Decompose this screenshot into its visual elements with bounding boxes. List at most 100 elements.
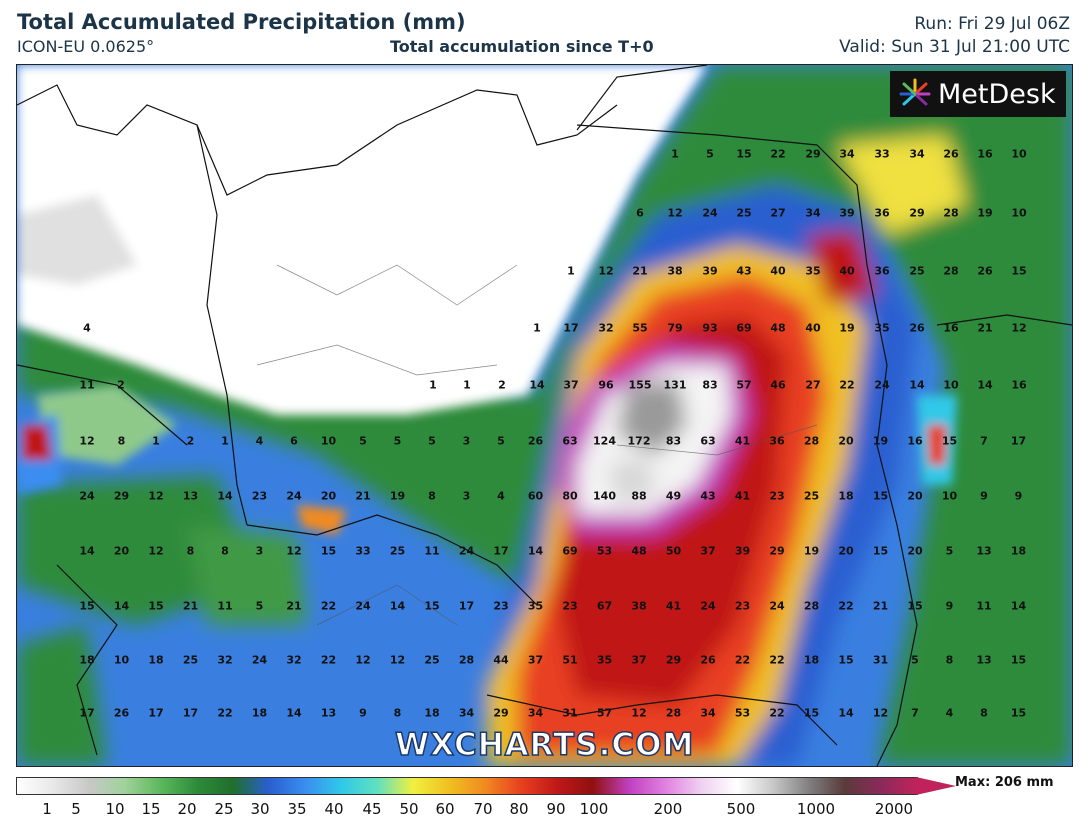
map-value-label: 12	[631, 706, 647, 720]
map-value-label: 69	[562, 544, 578, 558]
map-value-label: 23	[562, 599, 578, 613]
map-value-label: 25	[736, 206, 752, 220]
map-value-label: 17	[563, 321, 579, 335]
legend-arrow	[916, 777, 956, 795]
map-value-label: 26	[527, 434, 544, 448]
map-value-label: 14	[1010, 599, 1027, 613]
map-value-label: 46	[770, 378, 786, 392]
map-value-label: 15	[148, 599, 164, 613]
map-value-label: 96	[598, 378, 614, 392]
map-value-label: 15	[1011, 264, 1027, 278]
map-value-label: 34	[527, 706, 544, 720]
map-value-label: 14	[838, 706, 854, 720]
map-value-label: 44	[493, 653, 509, 667]
map-value-label: 6	[290, 434, 298, 448]
map-value-label: 29	[769, 544, 785, 558]
legend-tick-label: 35	[287, 800, 307, 818]
map-value-label: 67	[596, 599, 613, 613]
map-value-label: 21	[286, 599, 302, 613]
map-value-label: 19	[389, 489, 406, 503]
legend-tick-label: 45	[362, 800, 382, 818]
map-value-label: 23	[251, 489, 268, 503]
map-value-label: 33	[874, 147, 890, 161]
map-value-label: 5	[393, 434, 402, 448]
map-value-label: 22	[769, 706, 785, 720]
map-value-label: 28	[943, 264, 959, 278]
map-value-label: 9	[359, 706, 367, 720]
map-value-label: 8	[980, 706, 988, 720]
map-value-label: 155	[628, 378, 652, 392]
map-value-label: 34	[909, 147, 925, 161]
map-value-label: 8	[186, 544, 195, 558]
map-value-label: 172	[627, 434, 651, 448]
map-value-label: 22	[770, 147, 786, 161]
map-value-label: 34	[700, 706, 716, 720]
map-value-label: 10	[320, 434, 337, 448]
legend-tick-label: 30	[250, 800, 270, 818]
map-value-label: 22	[734, 653, 751, 667]
wxcharts-watermark: WXCHARTS.COM	[394, 726, 695, 764]
map-value-label: 25	[909, 264, 925, 278]
map-value-label: 57	[596, 706, 613, 720]
map-value-label: 29	[805, 147, 821, 161]
map-value-label: 63	[562, 434, 578, 448]
map-value-label: 34	[805, 206, 821, 220]
map-value-label: 20	[838, 434, 854, 448]
map-value-label: 25	[424, 653, 440, 667]
map-value-label: 69	[736, 321, 752, 335]
map-value-label: 7	[980, 434, 988, 448]
map-value-label: 15	[1010, 653, 1027, 667]
map-value-label: 38	[631, 599, 647, 613]
map-value-label: 12	[79, 434, 95, 448]
legend-tick-label: 70	[473, 800, 493, 818]
map-value-label: 3	[462, 489, 471, 503]
map-value-label: 8	[945, 653, 954, 667]
map-value-label: 14	[909, 378, 925, 392]
legend-tick-label: 15	[141, 800, 161, 818]
map-value-label: 22	[838, 599, 854, 613]
map-value-label: 5	[706, 147, 714, 161]
map-value-label: 15	[736, 147, 752, 161]
map-value-label: 28	[458, 653, 475, 667]
map-value-label: 11	[976, 599, 992, 613]
legend-tick-label: 500	[726, 800, 756, 818]
map-value-label: 13	[320, 706, 337, 720]
map-value-label: 32	[598, 321, 614, 335]
map-value-label: 13	[976, 653, 992, 667]
map-value-label: 41	[734, 489, 751, 503]
map-value-label: 49	[665, 489, 682, 503]
map-value-label: 12	[872, 706, 889, 720]
map-value-label: 24	[286, 489, 302, 503]
map-value-label: 40	[805, 321, 821, 335]
map-value-label: 20	[907, 544, 923, 558]
map-value-label: 10	[1011, 206, 1027, 220]
map-value-label: 24	[874, 378, 890, 392]
map-value-label: 9	[980, 489, 988, 503]
map-value-label: 24	[251, 653, 268, 667]
map-value-label: 11	[79, 378, 95, 392]
map-value-label: 4	[255, 434, 264, 448]
map-value-label: 140	[593, 489, 616, 503]
map-value-label: 21	[977, 321, 993, 335]
map-value-label: 12	[148, 544, 164, 558]
map-value-label: 32	[286, 653, 302, 667]
map-value-label: 34	[839, 147, 855, 161]
map-value-label: 50	[665, 544, 682, 558]
map-value-label: 17	[1010, 434, 1027, 448]
map-value-label: 7	[911, 706, 919, 720]
map-value-label: 35	[596, 653, 613, 667]
map-value-label: 48	[770, 321, 786, 335]
map-value-label: 17	[458, 599, 475, 613]
metdesk-logo-text: MetDesk	[938, 78, 1056, 110]
map-value-label: 18	[79, 653, 95, 667]
map-value-label: 17	[182, 706, 199, 720]
map-value-label: 18	[803, 653, 820, 667]
map-value-label: 31	[872, 653, 889, 667]
map-value-label: 20	[320, 489, 337, 503]
map-value-label: 1	[463, 378, 471, 392]
map-value-label: 10	[113, 653, 130, 667]
map-value-label: 21	[182, 599, 199, 613]
map-value-label: 26	[943, 147, 959, 161]
map-value-label: 36	[874, 264, 890, 278]
map-value-label: 55	[632, 321, 648, 335]
